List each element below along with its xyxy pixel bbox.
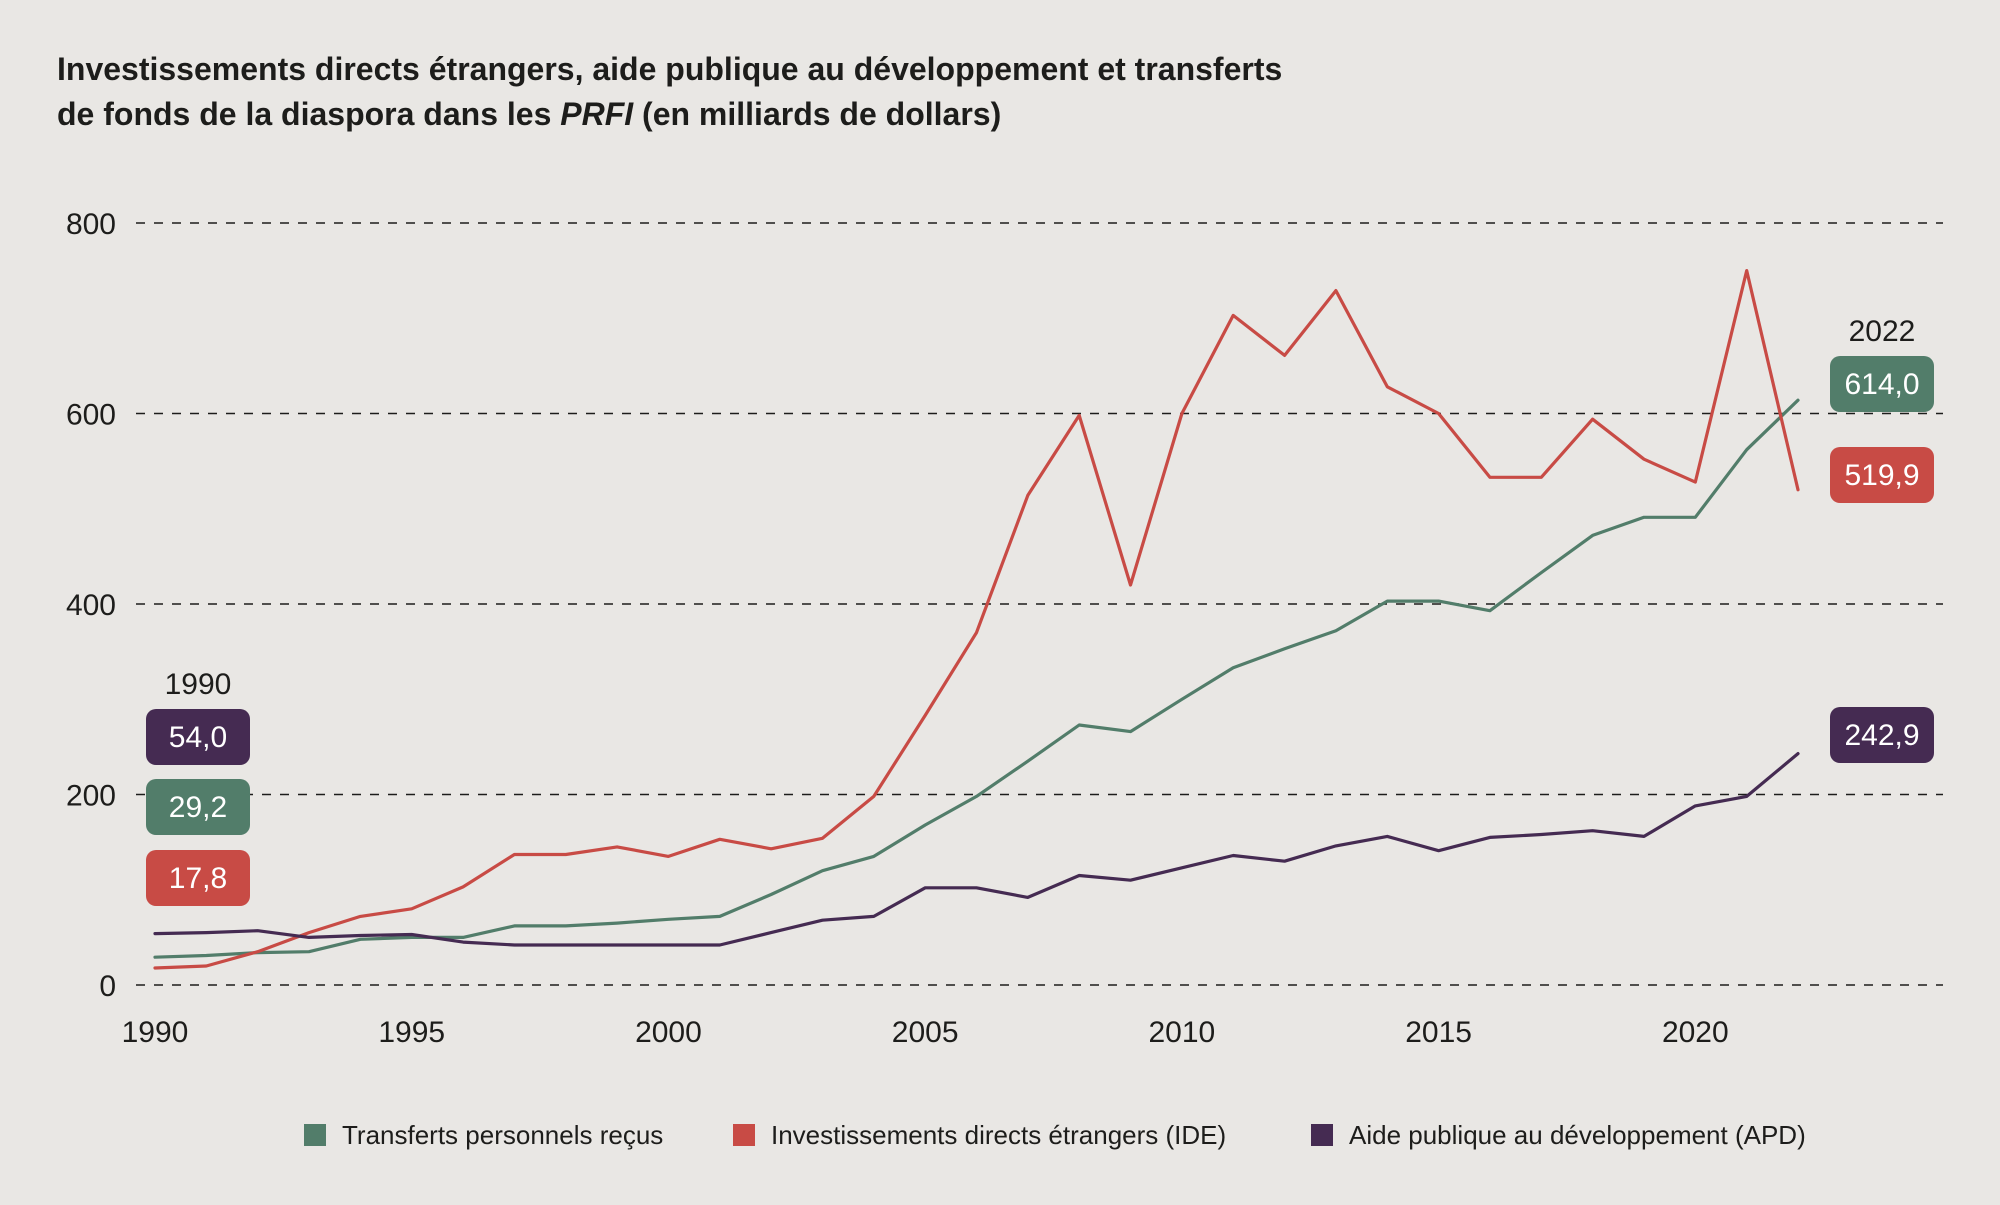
badge-end-apd: 242,9	[1830, 707, 1934, 763]
legend-item-transferts: Transferts personnels reçus	[304, 1120, 663, 1150]
chart-title-line-1: Investissements directs étrangers, aide …	[57, 51, 1282, 87]
value-badges: 1990 2022 54,0 29,2 17,8 614,0 519,9 242,9	[146, 315, 1934, 906]
x-axis-ticks: 1990 1995 2000 2005 2010 2015 2020	[122, 1016, 1729, 1049]
gridlines	[136, 222, 1943, 986]
x-tick-label-2020: 2020	[1662, 1016, 1729, 1049]
badge-end-transferts: 614,0	[1830, 356, 1934, 412]
badge-end-transferts-value: 614,0	[1844, 368, 1919, 401]
badge-start-transferts-background	[146, 779, 250, 835]
legend-swatch-transferts	[304, 1124, 326, 1146]
legend-item-ide: Investissements directs étrangers (IDE)	[733, 1120, 1226, 1150]
series-lines	[153, 269, 1800, 970]
x-tick-label-1990: 1990	[122, 1016, 189, 1049]
series-line-ide	[153, 269, 1800, 970]
badge-start-apd-value: 54,0	[169, 721, 227, 754]
legend-label-ide: Investissements directs étrangers (IDE)	[771, 1120, 1226, 1150]
badge-end-transferts-background	[1830, 356, 1934, 412]
legend-label-apd: Aide publique au développement (APD)	[1349, 1120, 1806, 1150]
legend-swatch-apd	[1311, 1124, 1333, 1146]
badge-start-ide-background	[146, 850, 250, 906]
x-tick-label-1995: 1995	[378, 1016, 445, 1049]
badge-end-ide-background	[1830, 447, 1934, 503]
x-tick-label-2015: 2015	[1405, 1016, 1472, 1049]
badge-start-apd-background	[146, 709, 250, 765]
badge-start-transferts-value: 29,2	[169, 791, 227, 824]
chart-title-line-2-suffix: (en milliards de dollars)	[633, 96, 1001, 132]
end-year-label: 2022	[1849, 315, 1916, 348]
y-tick-label-800: 800	[66, 208, 116, 241]
y-tick-label-400: 400	[66, 589, 116, 622]
chart-title-line-2: de fonds de la diaspora dans les PRFI (e…	[57, 96, 1001, 132]
legend-item-apd: Aide publique au développement (APD)	[1311, 1120, 1806, 1150]
y-axis-ticks: 800 600 400 200 0	[66, 208, 116, 1003]
x-tick-label-2005: 2005	[892, 1016, 959, 1049]
series-line-transferts	[153, 398, 1800, 959]
badge-start-ide: 17,8	[146, 850, 250, 906]
series-line-apd	[153, 751, 1800, 947]
legend-label-transferts: Transferts personnels reçus	[342, 1120, 663, 1150]
y-tick-label-200: 200	[66, 780, 116, 813]
badge-end-apd-background	[1830, 707, 1934, 763]
y-tick-label-600: 600	[66, 399, 116, 432]
chart-title: Investissements directs étrangers, aide …	[57, 51, 1282, 132]
start-year-label: 1990	[165, 668, 232, 701]
x-tick-label-2000: 2000	[635, 1016, 702, 1049]
badge-start-transferts: 29,2	[146, 779, 250, 835]
badge-start-ide-value: 17,8	[169, 862, 227, 895]
badge-start-apd: 54,0	[146, 709, 250, 765]
legend-swatch-ide	[733, 1124, 755, 1146]
badge-end-apd-value: 242,9	[1844, 719, 1919, 752]
badge-end-ide: 519,9	[1830, 447, 1934, 503]
chart-title-line-2-emphasis: PRFI	[560, 96, 634, 132]
x-tick-label-2010: 2010	[1149, 1016, 1216, 1049]
badge-end-ide-value: 519,9	[1844, 459, 1919, 492]
legend: Transferts personnels reçus Investissemen…	[304, 1120, 1806, 1150]
chart-title-line-2-prefix: de fonds de la diaspora dans les	[57, 96, 560, 132]
y-tick-label-0: 0	[99, 970, 116, 1003]
